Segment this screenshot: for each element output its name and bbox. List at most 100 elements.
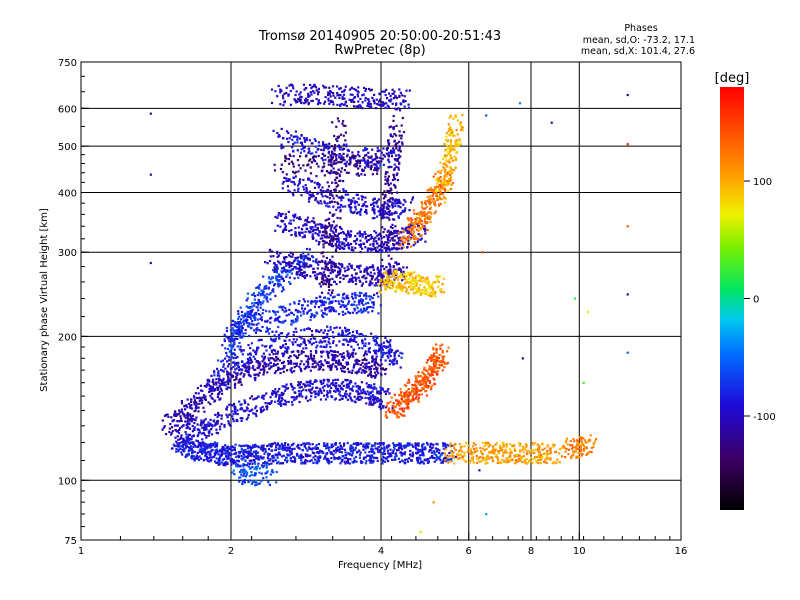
echo-point xyxy=(537,454,540,457)
echo-point xyxy=(388,341,391,344)
echo-point xyxy=(289,282,292,285)
echo-point xyxy=(341,446,344,449)
echo-point xyxy=(514,462,517,465)
echo-point xyxy=(327,329,330,332)
echo-point xyxy=(264,450,267,453)
echo-point xyxy=(347,297,350,300)
echo-point xyxy=(341,447,344,450)
echo-point xyxy=(226,405,229,408)
echo-point xyxy=(494,455,497,459)
echo-point xyxy=(191,435,194,438)
echo-point xyxy=(210,446,213,449)
echo-point xyxy=(192,418,195,421)
echo-point xyxy=(371,207,374,210)
echo-point xyxy=(268,277,271,280)
echo-point xyxy=(328,278,332,281)
echo-point xyxy=(295,234,298,238)
echo-point xyxy=(240,350,243,353)
echo-point xyxy=(243,444,246,447)
echo-point xyxy=(230,344,233,347)
echo-point xyxy=(292,338,295,341)
echo-point xyxy=(308,178,311,181)
echo-point xyxy=(429,456,432,459)
echo-point xyxy=(592,442,595,445)
echo-point xyxy=(405,390,408,393)
echo-point xyxy=(394,405,397,408)
echo-point xyxy=(343,460,346,463)
echo-point xyxy=(360,308,363,311)
echo-point xyxy=(285,383,288,386)
echo-point xyxy=(299,362,302,366)
echo-point xyxy=(332,307,335,310)
echo-point xyxy=(438,366,441,370)
echo-point xyxy=(329,328,332,331)
legend-line-x: mean, sd,X: 101.4, 27.6 xyxy=(581,46,695,57)
echo-point xyxy=(372,399,375,402)
echo-point xyxy=(376,242,379,245)
echo-point xyxy=(195,454,198,457)
echo-point xyxy=(237,381,240,384)
echo-point xyxy=(348,462,351,465)
echo-point xyxy=(262,444,265,447)
echo-point xyxy=(251,408,254,411)
echo-point xyxy=(169,433,173,436)
echo-point xyxy=(380,250,383,253)
echo-point xyxy=(257,361,260,364)
echo-point xyxy=(194,392,197,395)
echo-point xyxy=(481,456,484,459)
echo-point xyxy=(369,306,372,309)
echo-point xyxy=(327,379,330,382)
echo-point xyxy=(367,247,370,250)
echo-point xyxy=(404,228,407,231)
echo-point xyxy=(322,368,325,371)
echo-point xyxy=(558,452,561,455)
echo-point xyxy=(465,441,468,444)
echo-point xyxy=(293,216,296,219)
echo-point xyxy=(323,340,326,343)
echo-point xyxy=(345,233,348,236)
echo-point xyxy=(280,270,283,273)
echo-point xyxy=(304,254,307,257)
echo-point xyxy=(311,233,314,236)
echo-point xyxy=(246,451,249,454)
echo-point xyxy=(295,271,299,274)
echo-point xyxy=(416,448,419,451)
echo-point xyxy=(240,335,243,338)
echo-point xyxy=(350,399,353,402)
echo-point xyxy=(393,353,396,356)
echo-point xyxy=(312,267,315,271)
echo-point xyxy=(254,368,257,371)
echo-point xyxy=(331,341,335,345)
echo-point xyxy=(238,315,241,318)
echo-point xyxy=(377,312,380,315)
echo-point xyxy=(424,227,427,230)
echo-point xyxy=(433,355,436,358)
echo-point xyxy=(271,330,274,333)
echo-point xyxy=(523,459,526,462)
echo-point xyxy=(326,325,329,328)
echo-point xyxy=(469,448,473,451)
echo-point xyxy=(303,363,306,366)
echo-point xyxy=(367,350,370,353)
echo-point xyxy=(504,449,507,453)
echo-point xyxy=(429,357,432,360)
echo-point xyxy=(362,309,365,312)
echo-point xyxy=(389,359,392,362)
echo-point xyxy=(231,340,234,343)
echo-point xyxy=(418,454,422,457)
echo-point xyxy=(566,443,569,446)
echo-point xyxy=(274,215,277,218)
echo-point xyxy=(328,337,331,340)
echo-point xyxy=(416,460,420,463)
echo-point xyxy=(348,381,351,384)
echo-point xyxy=(349,450,353,453)
echo-point xyxy=(206,459,209,462)
echo-point xyxy=(369,396,372,399)
echo-point xyxy=(193,426,196,429)
echo-point xyxy=(585,446,588,449)
echo-point xyxy=(276,362,279,366)
echo-point xyxy=(417,389,420,392)
echo-point xyxy=(232,420,235,423)
echo-point xyxy=(315,239,318,242)
echo-point xyxy=(393,202,396,205)
